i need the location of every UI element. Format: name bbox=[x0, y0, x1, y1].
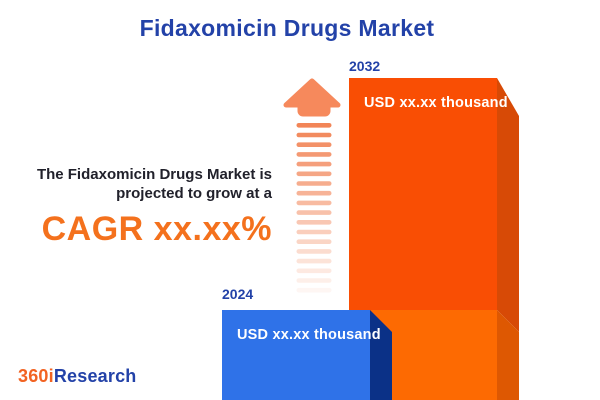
logo-suffix: Research bbox=[53, 366, 137, 386]
arrow-stripe bbox=[296, 132, 332, 138]
arrow-stripe bbox=[296, 190, 332, 196]
arrow-stripe bbox=[296, 152, 332, 157]
bar-2024-front bbox=[222, 310, 370, 400]
arrow-stripe bbox=[296, 200, 332, 206]
year-label-2024: 2024 bbox=[222, 286, 254, 302]
arrow-stripe bbox=[296, 239, 332, 244]
bar-2032-side-top bbox=[497, 78, 519, 332]
arrow-stripes bbox=[296, 123, 332, 293]
arrow-stripe bbox=[296, 268, 332, 274]
year-label-2032: 2032 bbox=[349, 58, 381, 74]
bar-2032-side-bottom bbox=[497, 310, 519, 400]
arrow-stripe bbox=[296, 229, 332, 235]
arrow-stripe bbox=[296, 181, 332, 186]
brand-logo: 360iResearch bbox=[18, 366, 137, 387]
value-label-2032: USD xx.xx thousand bbox=[364, 95, 508, 111]
intro-text-block: The Fidaxomicin Drugs Market is projecte… bbox=[36, 165, 272, 249]
bar-2032-front-top bbox=[349, 78, 497, 310]
arrow-head bbox=[283, 78, 341, 108]
arrow-stripe bbox=[296, 210, 332, 215]
arrow-stripe bbox=[296, 171, 332, 177]
value-label-2024: USD xx.xx thousand bbox=[237, 327, 381, 343]
intro-line-1: The Fidaxomicin Drugs Market is bbox=[36, 166, 272, 183]
arrow-stripe bbox=[296, 258, 332, 264]
arrow-stripe bbox=[296, 220, 332, 225]
arrow-neck bbox=[297, 101, 331, 117]
arrow-stripe bbox=[296, 142, 332, 147]
page-title: Fidaxomicin Drugs Market bbox=[139, 15, 435, 41]
arrow-stripe bbox=[296, 249, 332, 254]
arrow-stripe bbox=[296, 123, 332, 128]
arrow-stripe bbox=[296, 161, 332, 167]
cagr-text: CAGR xx.xx% bbox=[41, 210, 272, 248]
bar-2024 bbox=[222, 310, 392, 400]
arrow-stripe bbox=[296, 278, 332, 283]
dashed-up-arrow-icon bbox=[283, 78, 341, 293]
arrow-stripe bbox=[296, 287, 332, 293]
logo-prefix: 360i bbox=[18, 366, 54, 386]
bar-2024-side bbox=[370, 310, 392, 400]
intro-line-2: projected to grow at a bbox=[116, 185, 272, 202]
